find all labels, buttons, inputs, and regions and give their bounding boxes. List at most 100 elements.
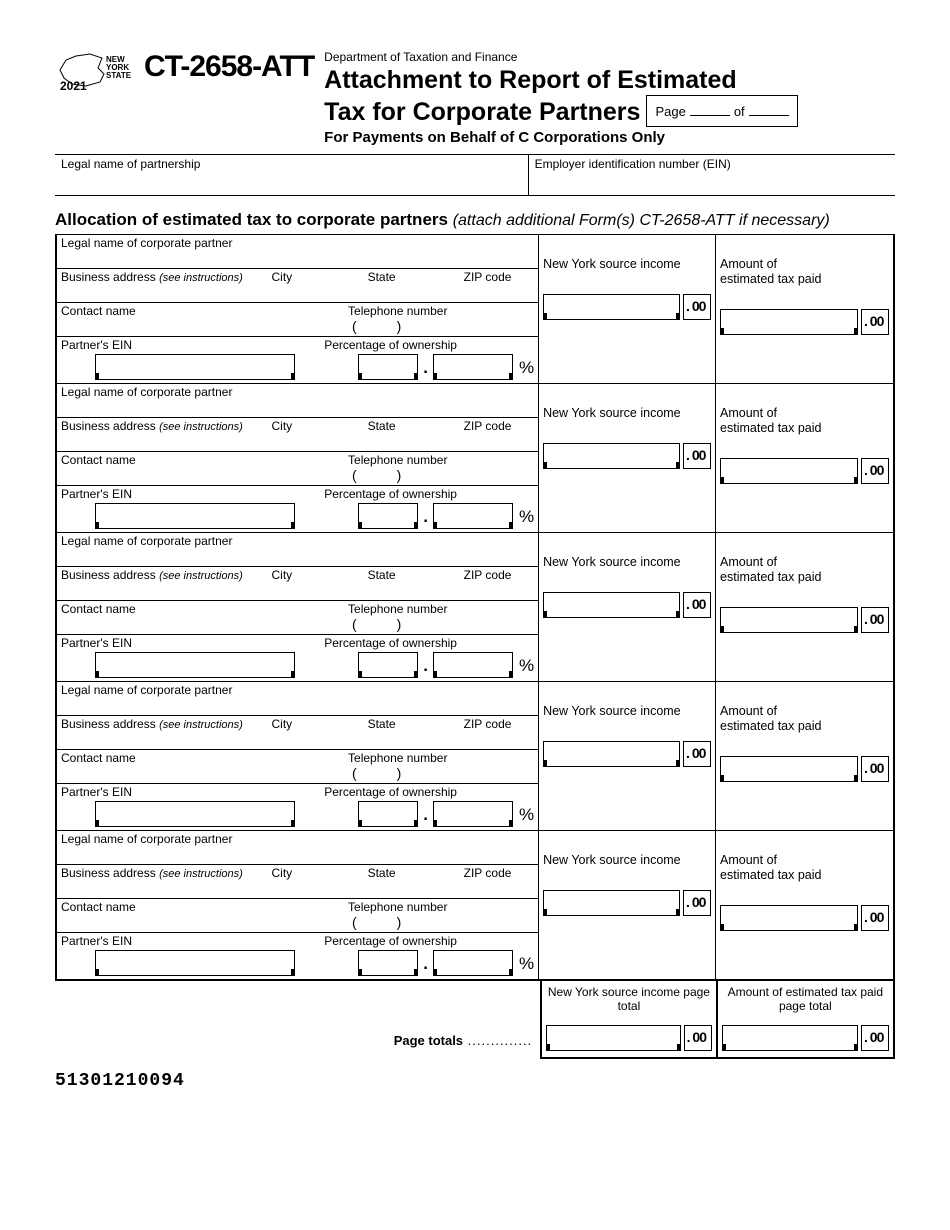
partner-ein-input[interactable] [95,503,295,529]
amount-paid-input[interactable] [720,607,858,633]
ny-source-input[interactable] [543,741,680,767]
contact-name-field[interactable]: Contact name [57,303,344,336]
logo-text-state: STATE [106,71,132,80]
state-field[interactable]: State [364,418,460,451]
cents-label: 00 [861,607,889,633]
city-field[interactable]: City [268,716,364,749]
ny-source-input[interactable] [543,592,680,618]
telephone-field[interactable]: Telephone number ( ) [344,452,538,485]
telephone-field[interactable]: Telephone number ( ) [344,303,538,336]
zip-field[interactable]: ZIP code [460,716,538,749]
partner-legal-name-field[interactable]: Legal name of corporate partner [57,682,538,715]
cents-label: 00 [861,458,889,484]
business-address-field[interactable]: Business address (see instructions) [57,716,268,749]
ny-source-label: New York source income [543,853,711,868]
legal-name-field[interactable]: Legal name of partnership [55,155,529,195]
city-field[interactable]: City [268,567,364,600]
partner-ein-cell: Partner's EIN [57,337,320,383]
pct-whole-input[interactable] [358,503,418,529]
telephone-parentheses: ( ) [348,765,419,781]
business-address-field[interactable]: Business address (see instructions) [57,269,268,302]
state-field[interactable]: State [364,269,460,302]
pct-ownership-cell: Percentage of ownership . % [320,635,538,681]
amount-paid-input[interactable] [720,458,858,484]
pct-whole-input[interactable] [358,801,418,827]
partner-ein-input[interactable] [95,801,295,827]
ny-source-total-cell: New York source income page total 00 [540,981,717,1059]
zip-field[interactable]: ZIP code [460,865,538,898]
business-address-field[interactable]: Business address (see instructions) [57,418,268,451]
business-address-field[interactable]: Business address (see instructions) [57,865,268,898]
cents-label: 00 [683,443,711,469]
pct-whole-input[interactable] [358,950,418,976]
page-total-input[interactable] [749,102,789,116]
partner-legal-name-field[interactable]: Legal name of corporate partner [57,831,538,864]
pct-ownership-cell: Percentage of ownership . % [320,486,538,532]
contact-name-field[interactable]: Contact name [57,601,344,634]
form-title: Attachment to Report of Estimated Tax fo… [324,66,895,127]
pct-whole-input[interactable] [358,354,418,380]
form-subtitle: For Payments on Behalf of C Corporations… [324,129,895,146]
telephone-field[interactable]: Telephone number ( ) [344,750,538,783]
amount-paid-col: Amount ofestimated tax paid 00 [716,235,893,383]
amount-paid-label: Amount ofestimated tax paid [720,406,889,436]
telephone-parentheses: ( ) [348,467,419,483]
cents-label: 00 [683,890,711,916]
pct-decimal-input[interactable] [433,801,513,827]
amount-paid-label: Amount ofestimated tax paid [720,853,889,883]
cents-label: 00 [683,294,711,320]
contact-name-field[interactable]: Contact name [57,899,344,932]
state-field[interactable]: State [364,567,460,600]
business-address-field[interactable]: Business address (see instructions) [57,567,268,600]
ny-source-total-input[interactable] [546,1025,680,1051]
city-field[interactable]: City [268,865,364,898]
ny-source-input[interactable] [543,890,680,916]
partner-legal-name-field[interactable]: Legal name of corporate partner [57,384,538,417]
partner-block: Legal name of corporate partner Business… [57,235,893,384]
zip-field[interactable]: ZIP code [460,269,538,302]
state-field[interactable]: State [364,716,460,749]
city-field[interactable]: City [268,269,364,302]
contact-name-field[interactable]: Contact name [57,750,344,783]
city-field[interactable]: City [268,418,364,451]
contact-name-field[interactable]: Contact name [57,452,344,485]
partner-legal-name-field[interactable]: Legal name of corporate partner [57,235,538,268]
telephone-parentheses: ( ) [348,616,419,632]
ny-source-input[interactable] [543,294,680,320]
section-heading: Allocation of estimated tax to corporate… [55,210,895,230]
ein-field[interactable]: Employer identification number (EIN) [529,155,895,195]
amount-paid-input[interactable] [720,756,858,782]
partner-block: Legal name of corporate partner Business… [57,384,893,533]
page-current-input[interactable] [690,102,730,116]
pct-decimal-input[interactable] [433,652,513,678]
pct-whole-input[interactable] [358,652,418,678]
pct-decimal-input[interactable] [433,354,513,380]
zip-field[interactable]: ZIP code [460,567,538,600]
partner-ein-input[interactable] [95,950,295,976]
pct-decimal-input[interactable] [433,950,513,976]
amount-paid-label: Amount ofestimated tax paid [720,555,889,585]
partner-ein-cell: Partner's EIN [57,933,320,979]
amount-paid-input[interactable] [720,905,858,931]
ny-source-input[interactable] [543,443,680,469]
zip-field[interactable]: ZIP code [460,418,538,451]
page-totals-row: Page totals New York source income page … [55,981,895,1059]
cents-label: 00 [683,741,711,767]
partner-block: Legal name of corporate partner Business… [57,682,893,831]
amount-paid-total-input[interactable] [722,1025,858,1051]
cents-label: 00 [683,592,711,618]
telephone-field[interactable]: Telephone number ( ) [344,899,538,932]
telephone-field[interactable]: Telephone number ( ) [344,601,538,634]
partner-left-col: Legal name of corporate partner Business… [57,682,539,830]
amount-paid-input[interactable] [720,309,858,335]
partner-ein-input[interactable] [95,652,295,678]
telephone-parentheses: ( ) [348,318,419,334]
partner-allocation-table: Legal name of corporate partner Business… [55,234,895,981]
pct-decimal-input[interactable] [433,503,513,529]
partner-ein-input[interactable] [95,354,295,380]
amount-paid-label: Amount ofestimated tax paid [720,704,889,734]
partner-block: Legal name of corporate partner Business… [57,831,893,979]
state-field[interactable]: State [364,865,460,898]
title-block: Department of Taxation and Finance Attac… [324,50,895,146]
partner-legal-name-field[interactable]: Legal name of corporate partner [57,533,538,566]
